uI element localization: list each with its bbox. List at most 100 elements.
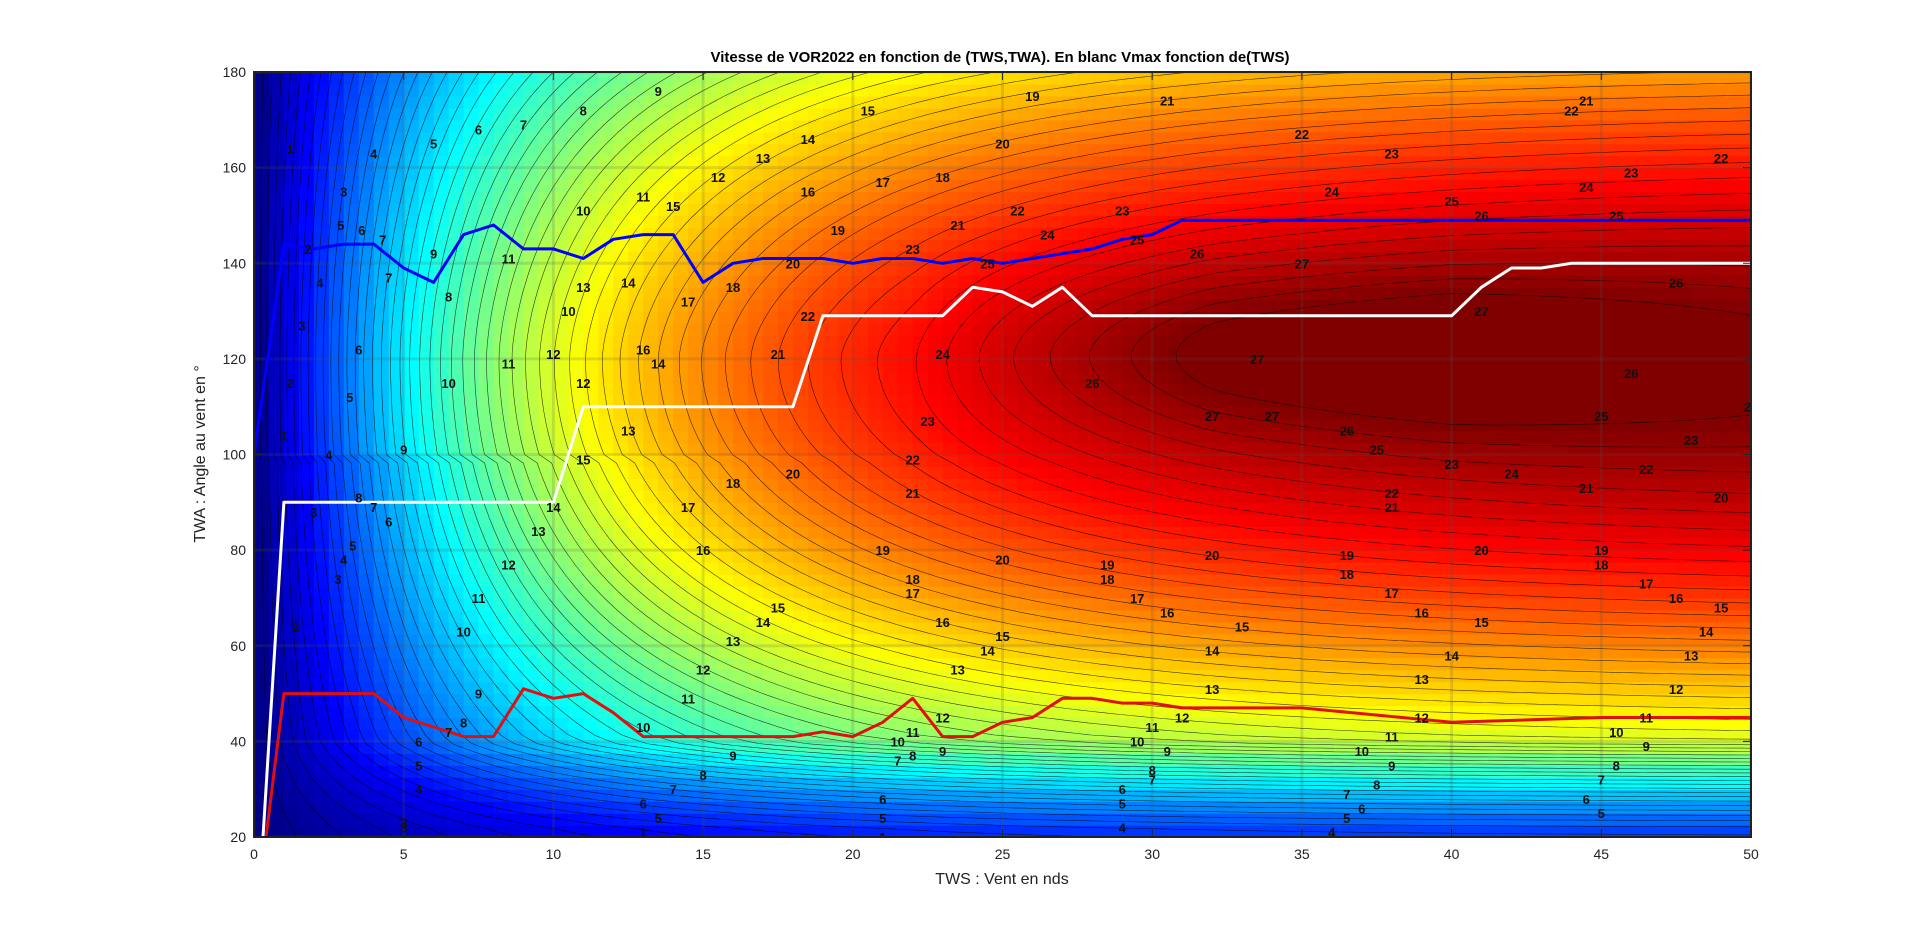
heat-cell bbox=[1212, 430, 1228, 444]
heat-cell bbox=[433, 753, 450, 766]
heat-cell bbox=[987, 239, 1004, 252]
heat-cell bbox=[568, 323, 584, 336]
heat-cell bbox=[508, 801, 525, 814]
heat-cell bbox=[523, 801, 540, 814]
heat-cell bbox=[882, 574, 899, 587]
heat-cell bbox=[807, 478, 824, 491]
heat-cell bbox=[927, 693, 944, 707]
heat-cell bbox=[403, 119, 420, 133]
heat-cell bbox=[837, 203, 854, 217]
heat-cell bbox=[1002, 418, 1019, 432]
heat-cell bbox=[1092, 621, 1108, 635]
heat-cell bbox=[523, 155, 540, 169]
heat-cell bbox=[1286, 358, 1303, 372]
heat-cell bbox=[433, 83, 450, 97]
heat-cell bbox=[957, 741, 974, 754]
heat-cell bbox=[583, 825, 599, 837]
heat-cell bbox=[1167, 179, 1183, 193]
heat-cell bbox=[703, 514, 719, 527]
heat-cell bbox=[1197, 95, 1213, 109]
heat-cell bbox=[1376, 167, 1393, 181]
heat-cell bbox=[852, 227, 869, 240]
heat-cell bbox=[1107, 681, 1123, 695]
heat-cell bbox=[1301, 693, 1318, 707]
heat-cell bbox=[553, 526, 569, 539]
heat-cell bbox=[478, 143, 495, 157]
heat-cell bbox=[298, 801, 315, 814]
heat-cell bbox=[538, 813, 554, 826]
heat-cell bbox=[254, 609, 270, 623]
heat-cell bbox=[283, 514, 300, 527]
heat-cell bbox=[538, 801, 554, 814]
heat-cell bbox=[972, 466, 989, 479]
heat-cell bbox=[598, 753, 614, 766]
heat-cell bbox=[807, 562, 824, 575]
heat-cell bbox=[688, 191, 704, 205]
heat-cell bbox=[837, 526, 854, 539]
heat-cell bbox=[508, 131, 525, 145]
heat-cell bbox=[1391, 358, 1408, 372]
heat-cell bbox=[882, 334, 899, 348]
heat-cell bbox=[1017, 681, 1034, 695]
heat-cell bbox=[1301, 502, 1318, 515]
heat-cell bbox=[1406, 621, 1423, 635]
heat-cell bbox=[1077, 765, 1093, 778]
heat-cell bbox=[643, 514, 659, 527]
heat-cell bbox=[822, 645, 839, 659]
heat-cell bbox=[463, 681, 480, 695]
heat-cell bbox=[583, 442, 599, 456]
heat-cell bbox=[1122, 526, 1138, 539]
heat-cell bbox=[957, 358, 974, 372]
heat-cell bbox=[703, 119, 719, 133]
heat-cell bbox=[388, 155, 405, 169]
heat-cell bbox=[1017, 323, 1034, 336]
heat-cell bbox=[807, 382, 824, 396]
heat-cell bbox=[777, 215, 794, 228]
heat-cell bbox=[448, 562, 465, 575]
heat-cell bbox=[1122, 430, 1138, 444]
heat-cell bbox=[1376, 394, 1393, 408]
heat-cell bbox=[254, 382, 270, 396]
heat-cell bbox=[882, 131, 899, 145]
heat-cell bbox=[1047, 789, 1063, 802]
heat-cell bbox=[553, 418, 569, 432]
heat-cell bbox=[448, 478, 465, 491]
heat-cell bbox=[598, 693, 614, 707]
heat-cell bbox=[1182, 478, 1198, 491]
heat-cell bbox=[1107, 72, 1123, 85]
heat-cell bbox=[478, 813, 495, 826]
heat-cell bbox=[448, 179, 465, 193]
heat-cell bbox=[538, 514, 554, 527]
heat-cell bbox=[553, 442, 569, 456]
heat-cell bbox=[568, 657, 584, 671]
heat-cell bbox=[1361, 131, 1378, 145]
heat-cell bbox=[298, 394, 315, 408]
heat-cell bbox=[927, 550, 944, 563]
heat-cell bbox=[1032, 358, 1049, 372]
heat-cell bbox=[553, 609, 569, 623]
heat-cell bbox=[897, 669, 914, 683]
heat-cell bbox=[658, 490, 674, 503]
heat-cell bbox=[298, 334, 315, 348]
heat-cell bbox=[777, 239, 794, 252]
heat-cell bbox=[613, 334, 629, 348]
heat-cell bbox=[463, 597, 480, 611]
heat-cell bbox=[538, 179, 554, 193]
heat-cell bbox=[1047, 299, 1063, 312]
heat-cell bbox=[283, 801, 300, 814]
heat-cell bbox=[1167, 358, 1183, 372]
heat-cell bbox=[673, 621, 689, 635]
heat-cell bbox=[1062, 394, 1078, 408]
heat-cell bbox=[478, 526, 495, 539]
heat-cell bbox=[568, 490, 584, 503]
heat-cell bbox=[328, 514, 345, 527]
heat-cell bbox=[1286, 311, 1303, 324]
heat-cell bbox=[1047, 382, 1063, 396]
heat-cell bbox=[762, 334, 779, 348]
heat-cell bbox=[523, 442, 540, 456]
heat-cell bbox=[792, 227, 809, 240]
heat-cell bbox=[1271, 657, 1288, 671]
heat-cell bbox=[688, 478, 704, 491]
heat-cell bbox=[298, 83, 315, 97]
heat-cell bbox=[268, 825, 285, 837]
